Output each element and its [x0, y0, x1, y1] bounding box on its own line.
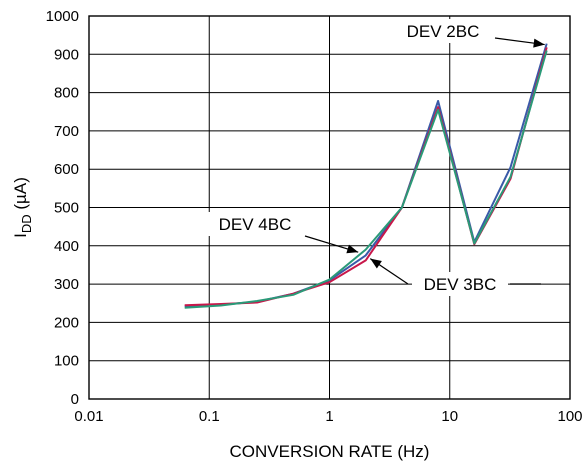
annotation-bg-dev-2bc: [395, 19, 491, 43]
annotation-arrow-dev-4bc: [304, 235, 359, 254]
y-axis-title-unit: (µA): [11, 177, 30, 214]
y-tick-label: 200: [54, 314, 79, 331]
x-tick-labels: 0.01 0.1 1 10 100: [74, 408, 582, 425]
x-tick-label: 0.1: [199, 408, 220, 425]
y-axis-title-main: I: [11, 233, 30, 238]
annotation-label-dev-3bc: DEV 3BC: [424, 275, 497, 294]
y-tick-label: 600: [54, 161, 79, 178]
series-line-dev-4bc: [184, 50, 548, 309]
y-tick-label: 100: [54, 353, 79, 370]
y-tick-label: 1000: [46, 8, 79, 25]
y-tick-label: 0: [71, 391, 79, 408]
x-tick-label: 1: [325, 408, 333, 425]
annotation-label-dev-2bc: DEV 2BC: [407, 22, 480, 41]
x-axis-title: CONVERSION RATE (Hz): [230, 442, 430, 461]
y-tick-label: 800: [54, 85, 79, 102]
y-tick-label: 500: [54, 200, 79, 217]
annotation-label-dev-4bc: DEV 4BC: [219, 215, 292, 234]
annotations: DEV 2BC DEV 4BC DEV 3BC: [207, 19, 545, 296]
grid-lines: [89, 16, 570, 399]
annotation-bg-dev-4bc: [207, 212, 303, 236]
x-tick-label: 0.01: [74, 408, 103, 425]
annotation-arrow-dev-2bc: [494, 37, 545, 48]
y-tick-labels: 0 100 200 300 400 500 600 700 800 900 1000: [46, 8, 79, 408]
x-tick-label: 10: [441, 408, 458, 425]
y-tick-label: 900: [54, 46, 79, 63]
plot-frame: [88, 15, 571, 400]
y-tick-label: 300: [54, 276, 79, 293]
annotation-arrow-dev-3bc: [369, 258, 409, 285]
series-lines: [184, 43, 548, 309]
y-tick-label: 700: [54, 123, 79, 140]
y-tick-label: 400: [54, 238, 79, 255]
y-axis-title: IDD (µA): [11, 177, 34, 238]
x-tick-label: 100: [557, 408, 582, 425]
y-axis-title-sub: DD: [19, 214, 34, 233]
annotation-bg-dev-3bc: [412, 272, 508, 296]
